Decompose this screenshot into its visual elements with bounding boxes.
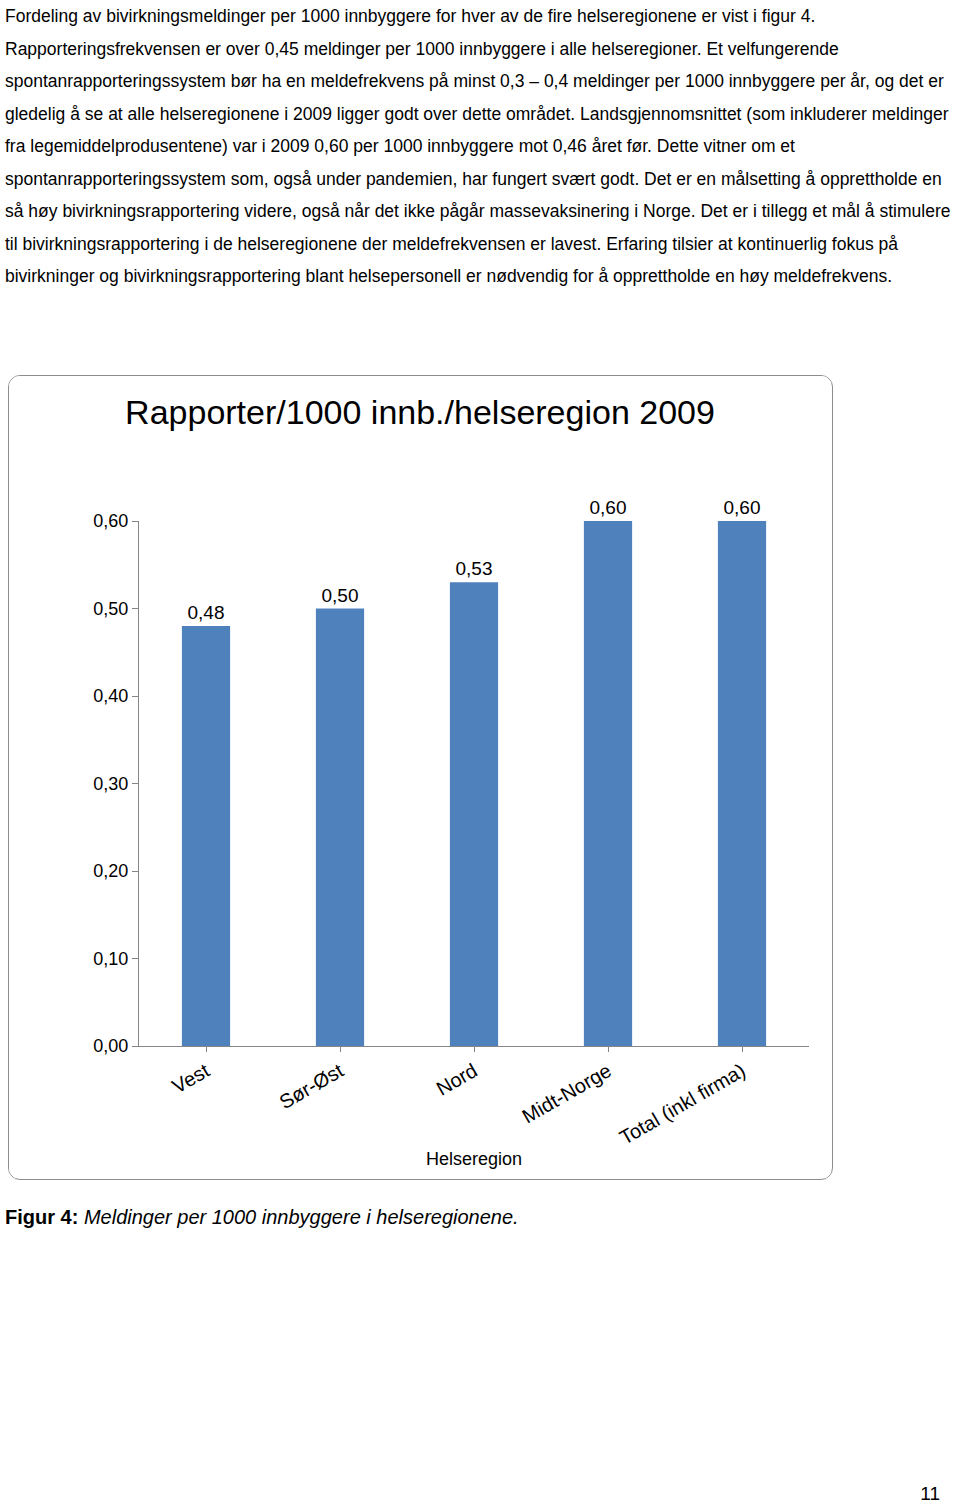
html-text:Figur 4: Meldinger per 1000 in: Figur 4: Meldinger per 1000 innbyggere i… [5,1206,519,1228]
svg-text:Nord: Nord [432,1059,481,1100]
svg-text:Vest: Vest [168,1059,213,1098]
svg-text:0,00: 0,00 [93,1036,128,1056]
svg-text:Helseregion: Helseregion [426,1149,522,1169]
svg-text:0,60: 0,60 [724,497,761,518]
svg-text:0,48: 0,48 [188,602,225,623]
svg-text:Midt-Norge: Midt-Norge [518,1059,615,1128]
svg-text:0,20: 0,20 [93,861,128,881]
svg-text:0,50: 0,50 [322,585,359,606]
svg-text:0,60: 0,60 [590,497,627,518]
html-text:11: 11 [920,1483,940,1504]
svg-text:0,60: 0,60 [93,511,128,531]
svg-text:0,53: 0,53 [456,558,493,579]
svg-text:0,50: 0,50 [93,599,128,619]
svg-text:Rapporter/1000 innb./helseregi: Rapporter/1000 innb./helseregion 2009 [125,393,715,431]
html-text:Fordeling av bivirkningsmeldin: Fordeling av bivirkningsmeldinger per 10… [5,6,951,286]
svg-text:0,40: 0,40 [93,686,128,706]
svg-text:0,30: 0,30 [93,774,128,794]
svg-text:Sør-Øst: Sør-Øst [275,1059,347,1113]
svg-text:Total (inkl firma): Total (inkl firma) [616,1059,749,1149]
svg-text:0,10: 0,10 [93,949,128,969]
